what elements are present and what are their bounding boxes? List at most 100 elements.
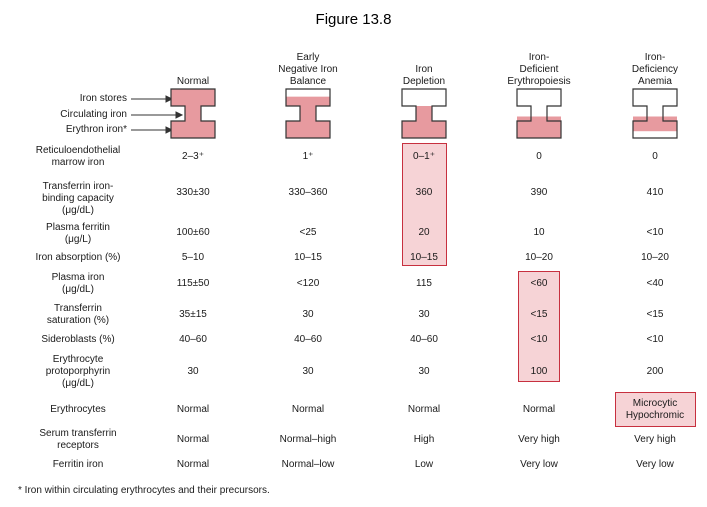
value-cell: 0 [536, 151, 542, 162]
value-cell: 10–20 [641, 252, 669, 263]
value-cell: 10–20 [525, 252, 553, 263]
circulating-iron-band [633, 116, 677, 121]
value-cell: 30 [187, 366, 199, 377]
value-cell: Normal [291, 404, 325, 415]
erythron-iron-fill [402, 121, 446, 138]
value-cell: Normal–low [281, 459, 335, 470]
value-cell: <10 [646, 334, 664, 345]
legend-arrows [131, 95, 184, 134]
value-cell: 35±15 [179, 309, 207, 320]
erythron-iron-fill [286, 121, 330, 138]
erythron-iron-fill [517, 121, 561, 138]
value-cell: Normal [176, 404, 210, 415]
iron-stores-bg [517, 89, 561, 106]
value-cell: 115 [416, 278, 432, 289]
column-header-normal: Normal [176, 76, 210, 87]
value-cell: 40–60 [179, 334, 207, 345]
ibeam-outline [285, 88, 331, 139]
value-cell: 360 [415, 187, 433, 198]
column-header-iron-deficiency-anemia: Iron- Deficiency Anemia [631, 52, 679, 87]
iron-stores-fill [171, 89, 215, 106]
column-header-early-negative-iron-balance: Early Negative Iron Balance [278, 52, 338, 87]
ibeam-outline [170, 88, 216, 139]
legend-arrowhead-circulating [175, 111, 184, 119]
value-cell: Microcytic Hypochromic [625, 398, 685, 421]
value-cell: 410 [646, 187, 664, 198]
highlight-iron-depletion-column [402, 143, 447, 266]
value-cell: 10–15 [410, 252, 438, 263]
row-label-erythrocytes: Erythrocytes [50, 404, 106, 415]
value-cell: 30 [302, 309, 314, 320]
value-cell: 20 [418, 227, 430, 238]
value-cell: 5–10 [181, 252, 205, 263]
value-cell: 390 [530, 187, 548, 198]
value-cell: 330–360 [288, 187, 328, 198]
row-label-iron-absorption: Iron absorption (%) [35, 252, 121, 263]
legend-erythron-iron: Erythron iron* [65, 124, 127, 135]
value-cell: 40–60 [294, 334, 322, 345]
row-label-transferrin-saturation: Transferrin saturation (%) [46, 303, 110, 326]
value-cell: <25 [299, 227, 317, 238]
value-cell: 0 [652, 151, 658, 162]
value-cell: 10 [533, 227, 545, 238]
ibeam-group [170, 88, 678, 139]
value-cell: Very low [636, 459, 674, 470]
iron-stores-bg [402, 89, 446, 106]
circulating-iron-fill [185, 106, 201, 121]
value-cell: 10–15 [294, 252, 322, 263]
value-cell: Normal [522, 404, 556, 415]
ibeam-outline [632, 88, 678, 139]
row-label-marrow-iron: Reticuloendothelial marrow iron [35, 145, 121, 168]
value-cell: 30 [418, 309, 430, 320]
value-cell: Normal [176, 459, 210, 470]
figure-title: Figure 13.8 [315, 11, 392, 28]
value-cell: 115±50 [176, 278, 210, 289]
value-cell: Normal [176, 434, 210, 445]
iron-stores-fill [286, 96, 330, 106]
legend-iron-stores: Iron stores [79, 93, 127, 104]
value-cell: 100±60 [176, 227, 210, 238]
ibeam-outline [516, 88, 562, 139]
circulating-iron-fill [300, 106, 316, 121]
value-cell: <15 [530, 309, 548, 320]
value-cell: 100 [530, 366, 548, 377]
value-cell: <10 [646, 227, 664, 238]
highlight-iron-deficient-erythropoiesis-column [518, 271, 560, 382]
circulating-iron-fill [416, 106, 432, 121]
value-cell: <40 [646, 278, 664, 289]
value-cell: <120 [296, 278, 320, 289]
erythron-iron-fill [171, 121, 215, 138]
erythron-iron-fill [633, 121, 677, 132]
value-cell: 30 [418, 366, 430, 377]
ibeam-outline [401, 88, 447, 139]
value-cell: Very low [520, 459, 558, 470]
value-cell: 40–60 [410, 334, 438, 345]
column-header-iron-deficient-erythropoiesis: Iron- Deficient Erythropoiesis [507, 52, 571, 87]
footnote: * Iron within circulating erythrocytes a… [18, 485, 270, 496]
value-cell: Normal [407, 404, 441, 415]
value-cell: <10 [530, 334, 548, 345]
row-label-ferritin-iron: Ferritin iron [52, 459, 104, 470]
highlight-anemia-erythrocytes [615, 392, 696, 427]
value-cell: High [413, 434, 435, 445]
circulating-iron-band [517, 116, 561, 121]
legend-arrowhead-stores [165, 95, 174, 103]
value-cell: Very high [634, 434, 676, 445]
row-label-sideroblasts: Sideroblasts (%) [41, 334, 115, 345]
value-cell: 2–3⁺ [182, 151, 204, 162]
row-label-plasma-ferritin: Plasma ferritin (μg/L) [46, 222, 110, 245]
value-cell: 0–1⁺ [413, 151, 435, 162]
value-cell: 1⁺ [302, 151, 314, 162]
row-label-erythrocyte-protoporphyrin: Erythrocyte protoporphyrin (μg/dL) [45, 354, 111, 389]
row-label-plasma-iron: Plasma iron (μg/dL) [51, 272, 105, 295]
value-cell: Normal–high [279, 434, 337, 445]
value-cell: 330±30 [176, 187, 210, 198]
value-cell: 200 [646, 366, 664, 377]
value-cell: Low [414, 459, 434, 470]
value-cell: <60 [530, 278, 548, 289]
row-label-serum-transferrin-receptors: Serum transferrin receptors [39, 428, 117, 451]
value-cell: <15 [646, 309, 664, 320]
iron-stores-bg [633, 89, 677, 106]
legend-circulating-iron: Circulating iron [60, 109, 127, 120]
